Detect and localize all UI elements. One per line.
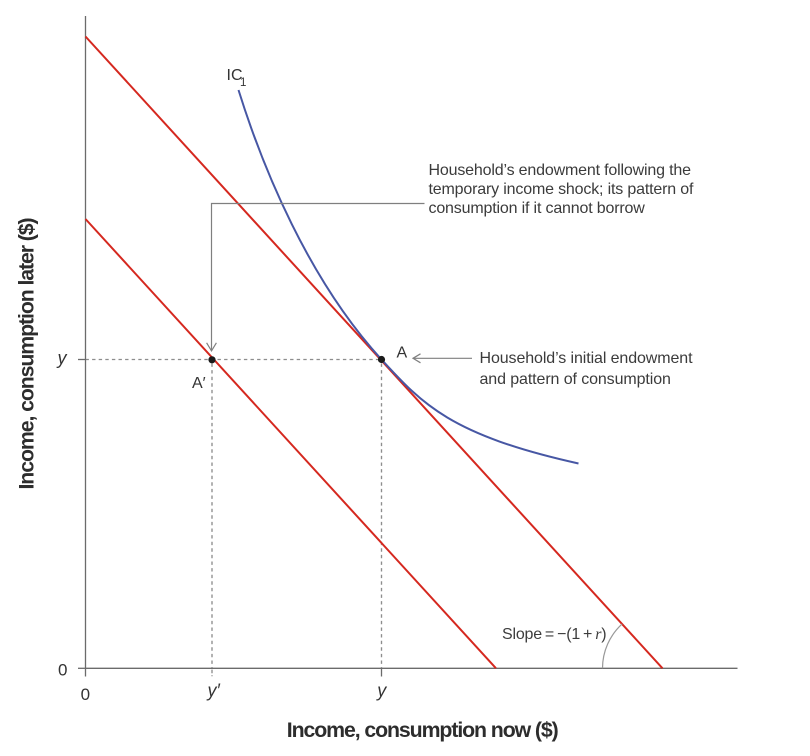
svg-text:y: y <box>56 348 68 368</box>
svg-text:temporary income shock; its pa: temporary income shock; its pattern of <box>429 181 694 198</box>
svg-text:Household’s endowment followin: Household’s endowment following the <box>429 162 692 179</box>
svg-text:Income, consumption later ($): Income, consumption later ($) <box>15 217 39 489</box>
svg-text:and pattern of consumption: and pattern of consumption <box>480 371 671 388</box>
svg-text:y′: y′ <box>206 681 221 701</box>
svg-text:Slope = −(1 + r): Slope = −(1 + r) <box>502 626 606 643</box>
svg-text:y: y <box>375 681 387 701</box>
svg-text:0: 0 <box>81 685 90 704</box>
svg-text:0: 0 <box>58 661 67 680</box>
svg-text:A′: A′ <box>192 375 206 392</box>
svg-text:A: A <box>397 345 408 362</box>
svg-text:Income, consumption now ($): Income, consumption now ($) <box>287 718 559 742</box>
svg-text:1: 1 <box>240 77 246 89</box>
svg-text:IC: IC <box>227 67 243 84</box>
svg-text:Household’s initial endowment: Household’s initial endowment <box>480 350 694 367</box>
svg-text:consumption if it cannot borro: consumption if it cannot borrow <box>429 200 646 217</box>
